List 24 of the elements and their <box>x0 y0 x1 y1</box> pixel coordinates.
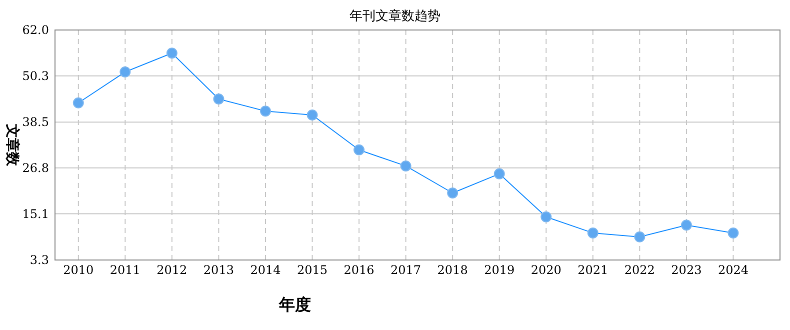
x-tick-label: 2011 <box>110 263 140 277</box>
x-tick-label: 2012 <box>156 263 188 277</box>
x-tick-label: 2022 <box>624 263 655 277</box>
y-axis-title: 文章数 <box>4 123 21 167</box>
x-tick-label: 2021 <box>578 263 608 277</box>
y-tick-label: 26.8 <box>22 160 49 175</box>
x-tick-label: 2024 <box>718 263 749 277</box>
x-tick-label: 2019 <box>484 263 515 277</box>
x-tick-label: 2023 <box>671 263 702 277</box>
y-tick-label: 15.1 <box>22 206 49 221</box>
y-tick-label: 50.3 <box>22 68 49 83</box>
chart-title: 年刊文章数趋势 <box>350 9 440 24</box>
x-tick-label: 2017 <box>390 263 422 277</box>
x-tick-label: 2015 <box>296 263 328 277</box>
x-tick-label: 2013 <box>203 263 234 277</box>
x-axis-title: 年度 <box>278 295 311 314</box>
x-tick-label: 2010 <box>63 263 94 277</box>
y-tick-label: 62.0 <box>22 23 49 37</box>
x-tick-label: 2018 <box>437 263 468 277</box>
x-tick-label: 2014 <box>250 263 282 277</box>
x-tick-label: 2020 <box>530 263 562 277</box>
y-tick-label: 3.3 <box>30 253 49 267</box>
y-tick-label: 38.5 <box>22 115 49 130</box>
x-tick-label: 2016 <box>344 263 374 277</box>
